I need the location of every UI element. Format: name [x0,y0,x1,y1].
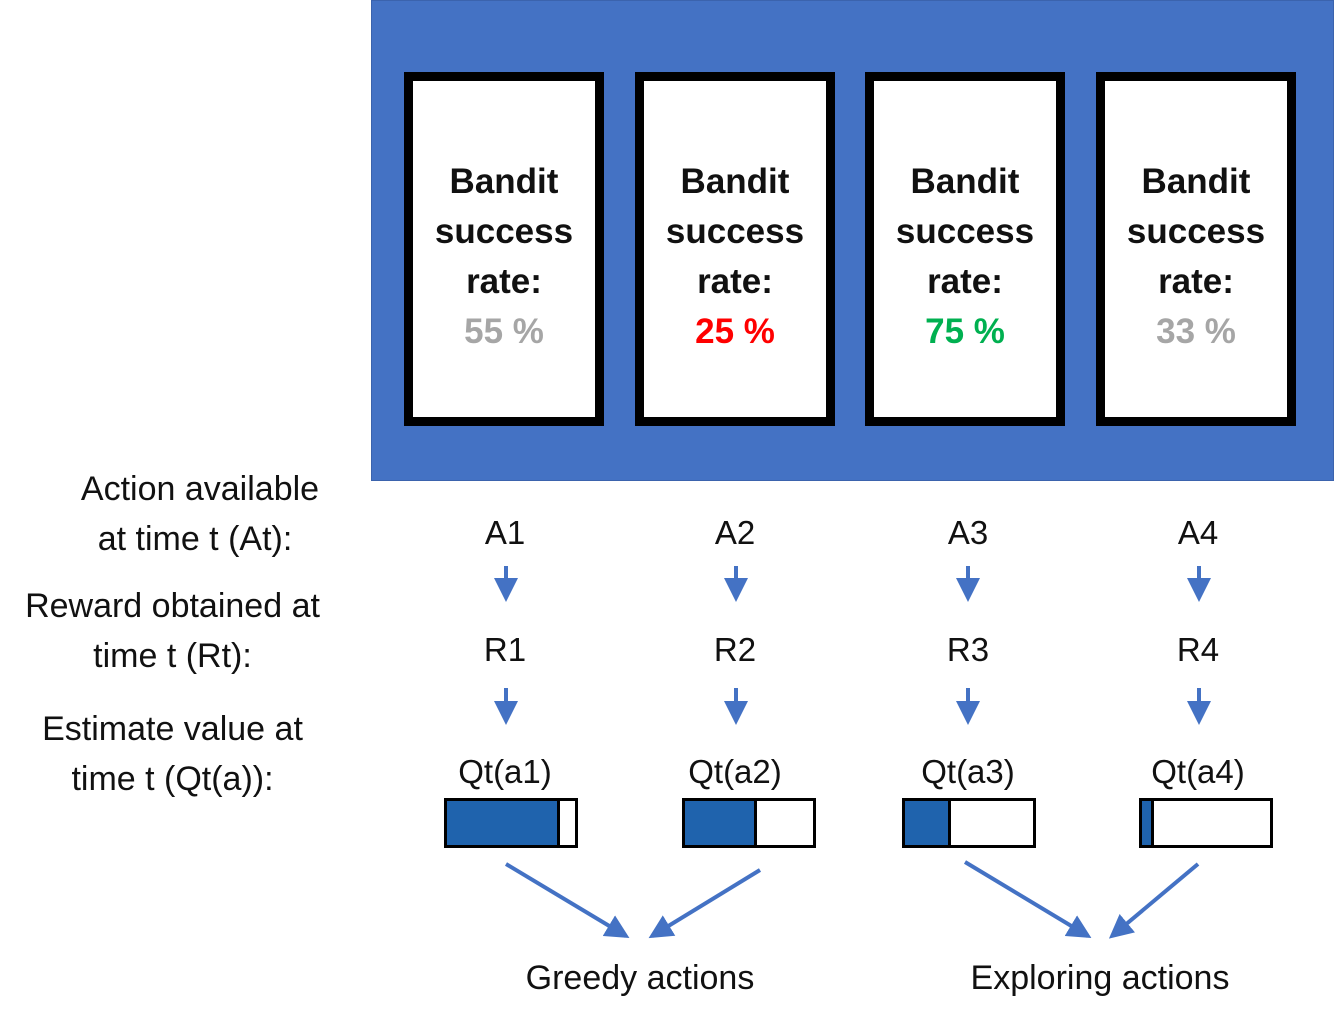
arrow-diagonal-icon [963,860,1092,939]
estimate-bar-fill [685,801,757,845]
bandit-title-line: Bandit [680,162,790,201]
bandit-title-line: Bandit [910,162,1020,201]
action-label: A4 [1177,514,1219,551]
greedy-actions-label: Greedy actions [525,959,755,997]
estimate-label: Qt(a2) [688,753,782,790]
estimate-bar-1 [444,798,578,848]
label-line: at time t (At): [97,520,293,558]
action-label: A3 [947,514,989,551]
label-line: time t (Qt(a)): [71,760,274,798]
estimate-bar-3 [902,798,1036,848]
label-line: Reward obtained at [25,587,320,625]
reward-row-label: Reward obtained at time t (Rt): [0,581,345,681]
bandit-rate: 25 % [695,312,775,351]
estimate-bar-2 [682,798,816,848]
estimate-label: Qt(a1) [458,753,552,790]
bandit-title-line: rate: [1158,262,1234,301]
bandit-card-2: Bandit success rate: 25 % [635,72,835,426]
bandit-rate: 75 % [925,312,1005,351]
action-row-label: Action available at time t (At): [20,464,380,564]
bandit-title-line: Bandit [1141,162,1251,201]
bandit-card-3: Bandit success rate: 75 % [865,72,1065,426]
action-label: A2 [714,514,756,551]
estimate-label: Qt(a4) [1151,753,1245,790]
estimate-bar-fill [447,801,560,845]
bandit-title-line: rate: [466,262,542,301]
label-line: Estimate value at [42,710,303,748]
bandit-card-4: Bandit success rate: 33 % [1096,72,1296,426]
bandit-rate: 55 % [464,312,544,351]
bandit-rate: 33 % [1156,312,1236,351]
estimate-bar-fill [905,801,952,845]
label-line: Action available [80,470,320,508]
bandit-title-line: success [665,212,805,251]
reward-label: R3 [946,631,990,668]
arrow-diagonal-icon [648,868,762,939]
label-line: time t (Rt): [93,637,252,675]
reward-label: R2 [713,631,757,668]
arrow-diagonal-icon [504,862,630,939]
reward-label: R1 [483,631,527,668]
estimate-row-label: Estimate value at time t (Qt(a)): [0,704,345,804]
estimate-bar-fill [1142,801,1154,845]
bandit-title-line: success [895,212,1035,251]
bandit-title-line: rate: [697,262,773,301]
action-label: A1 [484,514,526,551]
bandit-title-line: rate: [927,262,1003,301]
bandit-title-line: success [434,212,574,251]
exploring-actions-label: Exploring actions [970,959,1230,997]
estimate-label: Qt(a3) [921,753,1015,790]
bandit-card-1: Bandit success rate: 55 % [404,72,604,426]
bandit-title-line: success [1126,212,1266,251]
bandit-title-line: Bandit [449,162,559,201]
reward-label: R4 [1176,631,1220,668]
arrow-diagonal-icon [1108,862,1200,939]
estimate-bar-4 [1139,798,1273,848]
